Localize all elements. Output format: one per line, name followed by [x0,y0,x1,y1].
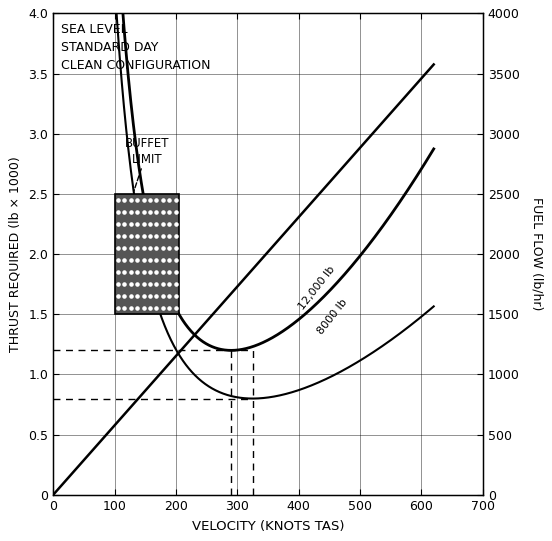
Text: 12,000 lb: 12,000 lb [297,264,337,312]
X-axis label: VELOCITY (KNOTS TAS): VELOCITY (KNOTS TAS) [192,520,344,533]
Text: BUFFET
LIMIT: BUFFET LIMIT [125,137,169,166]
Bar [114,194,179,314]
Y-axis label: THRUST REQUIRED (lb × 1000): THRUST REQUIRED (lb × 1000) [8,156,22,352]
Text: SEA LEVEL
STANDARD DAY
CLEAN CONFIGURATION: SEA LEVEL STANDARD DAY CLEAN CONFIGURATI… [61,23,210,72]
Text: 8000 lb: 8000 lb [316,297,349,336]
Y-axis label: FUEL FLOW (lb/hr): FUEL FLOW (lb/hr) [530,197,544,311]
